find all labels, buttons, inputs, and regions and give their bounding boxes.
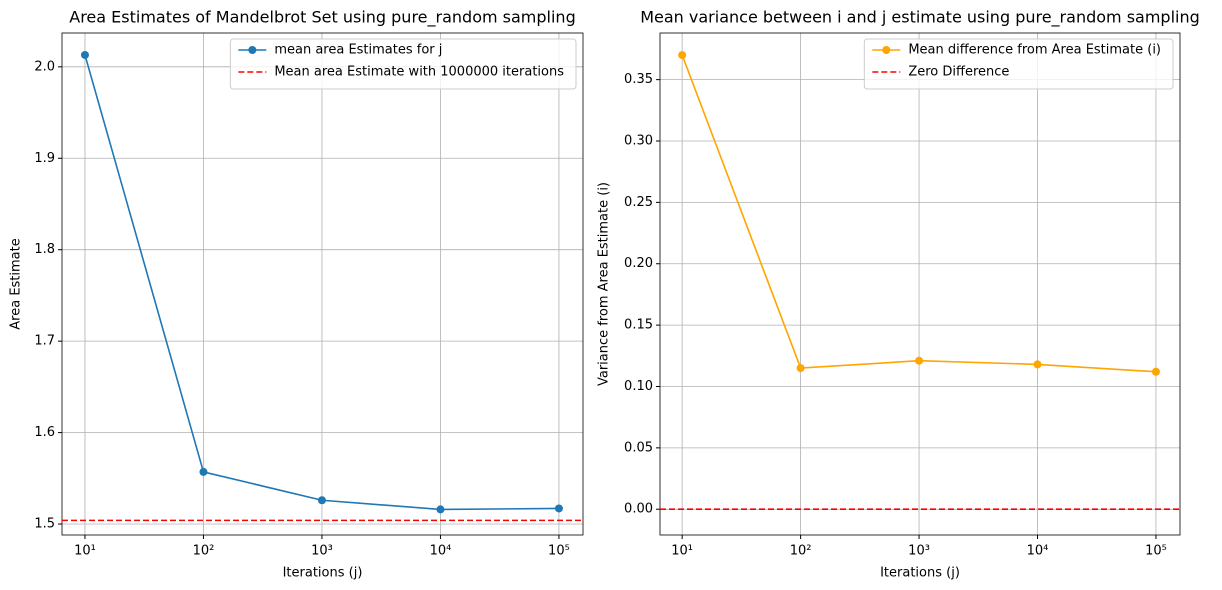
y-tick-label: 0.25 <box>624 195 653 210</box>
data-point <box>1033 360 1042 369</box>
y-tick-label: 1.7 <box>34 334 55 349</box>
y-axis-label: Variance from Area Estimate (i) <box>597 182 612 386</box>
y-tick-label: 0.15 <box>624 318 653 333</box>
x-tick-label: 10² <box>790 544 812 559</box>
x-tick-label: 10³ <box>311 544 333 559</box>
y-tick-label: 0.05 <box>624 440 653 455</box>
data-point <box>1151 367 1160 376</box>
y-tick-label: 0.20 <box>624 256 653 271</box>
legend-label: Mean area Estimate with 1000000 iteratio… <box>274 65 564 80</box>
legend-box <box>863 38 1174 90</box>
x-tick-label: 10⁵ <box>548 544 570 559</box>
chart-title: Mean variance between i and j estimate u… <box>640 8 1200 28</box>
x-tick-label: 10¹ <box>74 544 96 559</box>
data-point <box>554 504 563 513</box>
data-point <box>436 505 445 514</box>
y-tick-label: 0.30 <box>624 134 653 149</box>
plot-frame <box>659 32 1181 536</box>
y-tick-label: 1.5 <box>34 517 55 532</box>
y-tick-label: 1.6 <box>34 425 55 440</box>
legend: mean area Estimates for j Mean area Esti… <box>229 38 577 90</box>
legend-box <box>229 38 577 90</box>
x-tick-label: 10⁴ <box>1027 544 1049 559</box>
y-tick-label: 0.35 <box>624 72 653 87</box>
x-tick-label: 10² <box>193 544 215 559</box>
y-tick-label: 1.9 <box>34 151 55 166</box>
data-point <box>796 364 805 373</box>
y-tick-label: 0.10 <box>624 379 653 394</box>
x-tick-label: 10³ <box>908 544 930 559</box>
legend-marker <box>248 46 257 54</box>
x-tick-label: 10⁵ <box>1145 544 1167 559</box>
legend-marker <box>882 46 891 54</box>
legend-label: Zero Difference <box>908 65 1009 80</box>
data-point <box>80 50 89 59</box>
legend: Mean difference from Area Estimate (i) Ze… <box>863 38 1174 90</box>
data-point <box>678 51 687 60</box>
y-axis-label: Area Estimate <box>9 238 24 329</box>
legend-label: Mean difference from Area Estimate (i) <box>908 43 1161 58</box>
y-tick-label: 1.8 <box>34 242 55 257</box>
x-tick-label: 10⁴ <box>430 544 452 559</box>
legend-label: mean area Estimates for j <box>274 43 442 58</box>
x-axis-label: Iterations (j) <box>880 566 960 581</box>
data-point <box>317 496 326 505</box>
plot-frame <box>61 32 584 536</box>
chart-title: Area Estimates of Mandelbrot Set using p… <box>69 8 575 28</box>
data-point <box>915 356 924 365</box>
x-tick-label: 10¹ <box>671 544 693 559</box>
y-tick-label: 0.00 <box>624 502 653 517</box>
y-tick-label: 2.0 <box>34 59 55 74</box>
data-point <box>199 467 208 476</box>
x-axis-label: Iterations (j) <box>283 566 363 581</box>
